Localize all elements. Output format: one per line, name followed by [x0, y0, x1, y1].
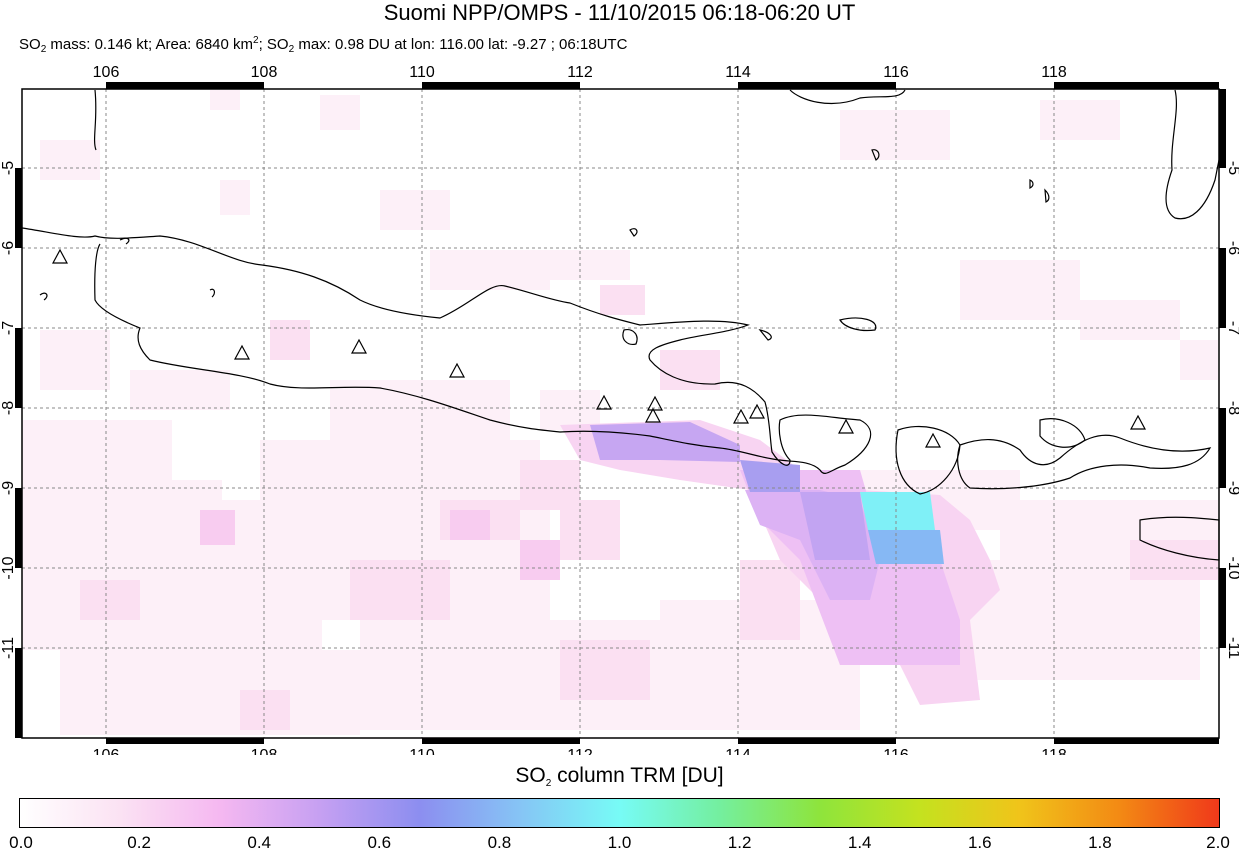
- lat-label: -9: [0, 481, 17, 495]
- lon-label: 116: [883, 64, 909, 81]
- lat-label: -8: [1225, 401, 1239, 415]
- colorbar-title: SO2 column TRM [DU]: [515, 764, 724, 789]
- lon-label: 106: [93, 747, 120, 755]
- lon-label: 112: [567, 64, 593, 81]
- colorbar-tick-label: 1.2: [727, 833, 752, 852]
- lon-label: 118: [1041, 64, 1067, 81]
- lon-label: 108: [251, 747, 278, 755]
- triangle-icon: [837, 418, 855, 434]
- triangle-icon: [448, 362, 466, 378]
- colorbar-tick-label: 0.2: [127, 833, 151, 852]
- triangle-icon: [732, 408, 750, 424]
- colorbar-tick-label: 0.8: [487, 833, 512, 852]
- colorbar-tick-label: 1.4: [847, 833, 872, 852]
- volcano-markers: [51, 248, 1147, 448]
- lon-label: 110: [409, 64, 435, 81]
- colorbar-tick-label: 0.0: [9, 833, 33, 852]
- lat-label: -10: [0, 556, 17, 579]
- colorbar-tick-label: 1.6: [967, 833, 992, 852]
- lat-label: -7: [1225, 321, 1239, 335]
- lon-label: 114: [725, 64, 751, 81]
- lat-label: -6: [1225, 241, 1239, 255]
- lon-label: 106: [93, 64, 120, 81]
- triangle-icon: [748, 403, 766, 419]
- lat-label: -10: [1225, 556, 1239, 579]
- coastlines: [21, 89, 1220, 561]
- lon-label: 110: [409, 747, 435, 755]
- triangle-icon: [595, 394, 613, 410]
- lon-label: 112: [567, 747, 593, 755]
- lon-label: 118: [1041, 747, 1067, 755]
- lat-labels-left: -5 -6 -7 -8 -9 -10 -11: [0, 161, 17, 659]
- lat-labels-right: -5 -6 -7 -8 -9 -10 -11: [1225, 161, 1239, 659]
- triangle-icon: [924, 432, 942, 448]
- colorbar-tick-label: 0.4: [247, 833, 272, 852]
- colorbar-tick-label: 2.0: [1206, 833, 1230, 852]
- so2-map: 106 108 110 112 114 116 118 106 108 110 …: [0, 64, 1239, 755]
- triangle-icon: [233, 344, 251, 360]
- triangle-icon: [350, 338, 368, 354]
- lat-label: -8: [0, 401, 17, 415]
- lat-label: -5: [1225, 161, 1239, 175]
- lon-labels-top: 106 108 110 112 114 116 118: [93, 64, 1067, 81]
- lat-label: -7: [0, 321, 17, 335]
- triangle-icon: [1129, 414, 1147, 430]
- map-frame: [15, 82, 1226, 744]
- colorbar-tick-label: 0.6: [367, 833, 392, 852]
- triangle-icon: [51, 248, 69, 264]
- lon-label: 108: [251, 64, 278, 81]
- lat-label: -11: [0, 637, 17, 659]
- lon-label: 114: [725, 747, 751, 755]
- triangle-icon: [644, 407, 662, 423]
- lat-label: -5: [0, 161, 17, 175]
- colorbar-tick-label: 1.8: [1088, 833, 1112, 852]
- map-title: Suomi NPP/OMPS - 11/10/2015 06:18-06:20 …: [383, 0, 856, 25]
- so2-field: [22, 89, 1219, 738]
- map-subtitle: SO2 mass: 0.146 kt; Area: 6840 km2; SO2 …: [19, 35, 628, 55]
- colorbar: [19, 798, 1220, 828]
- lat-label: -9: [1225, 481, 1239, 495]
- lat-label: -11: [1225, 637, 1239, 659]
- colorbar-labels: 0.0 0.2 0.4 0.6 0.8 1.0 1.2 1.4 1.6 1.8 2.0: [0, 833, 1239, 855]
- lon-label: 116: [883, 747, 909, 755]
- lat-label: -6: [0, 241, 17, 255]
- triangle-icon: [646, 395, 664, 411]
- graticule: [22, 89, 1219, 738]
- colorbar-tick-label: 1.0: [607, 833, 632, 852]
- lon-labels-bottom: 106 108 110 112 114 116 118: [93, 747, 1067, 755]
